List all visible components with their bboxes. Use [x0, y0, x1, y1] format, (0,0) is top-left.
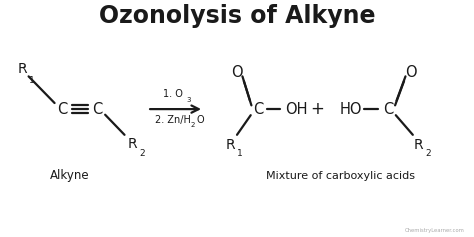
Text: C: C — [57, 102, 67, 117]
Text: C: C — [383, 102, 393, 117]
Text: +: + — [310, 100, 324, 118]
Text: Ozonolysis of Alkyne: Ozonolysis of Alkyne — [99, 4, 375, 27]
Text: OH: OH — [285, 102, 307, 117]
Text: 2: 2 — [191, 122, 195, 128]
Text: R: R — [414, 138, 423, 152]
Text: HO: HO — [340, 102, 363, 117]
Text: R: R — [226, 138, 235, 152]
Text: C: C — [92, 102, 103, 117]
Text: 1: 1 — [237, 150, 243, 159]
Text: Alkyne: Alkyne — [49, 169, 89, 182]
Text: 2: 2 — [139, 149, 145, 158]
Text: 1: 1 — [29, 76, 35, 85]
Text: O: O — [196, 115, 204, 125]
Text: R: R — [127, 137, 137, 151]
Text: R: R — [17, 62, 27, 76]
Text: 1. O: 1. O — [163, 89, 183, 99]
Text: C: C — [253, 102, 264, 117]
Text: O: O — [405, 65, 417, 80]
Text: O: O — [231, 65, 243, 80]
Text: 3: 3 — [187, 97, 191, 104]
Text: ChemistryLearner.com: ChemistryLearner.com — [405, 228, 465, 232]
Text: 2: 2 — [426, 150, 431, 159]
Text: Mixture of carboxylic acids: Mixture of carboxylic acids — [266, 170, 416, 181]
Text: 2. Zn/H: 2. Zn/H — [155, 115, 191, 125]
